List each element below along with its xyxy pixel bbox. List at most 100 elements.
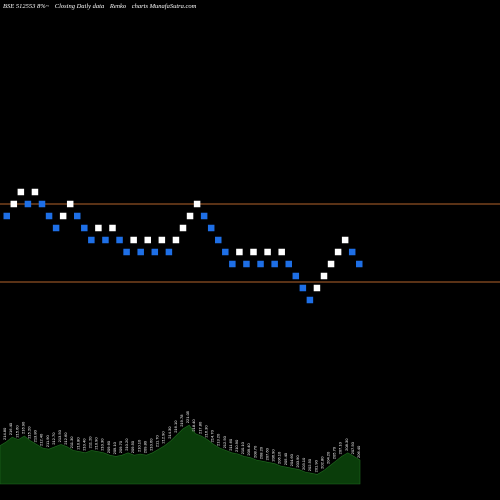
renko-brick [313,284,321,292]
renko-brick [45,212,53,220]
volume-label: 208.20 [258,446,263,459]
volume-label: 207.60 [264,447,269,460]
renko-brick [66,200,74,208]
volume-label: 212.40 [39,433,44,446]
renko-brick [271,260,278,268]
volume-label: 214.30 [167,426,172,439]
volume-label: 211.60 [228,438,233,451]
volume-label: 206.10 [277,451,282,464]
renko-brick [137,248,144,256]
volume-label: 209.80 [142,440,147,453]
volume-label: 212.90 [161,431,166,444]
volume-label: 216.90 [20,421,25,434]
renko-brick [348,248,356,256]
volume-label: 210.10 [240,441,245,454]
volume-label: 210.90 [234,439,239,452]
volume-label: 219.78 [179,414,184,427]
renko-brick [24,200,32,208]
volume-label: 211.20 [88,436,93,449]
renko-brick [200,212,208,220]
renko-brick [229,260,236,268]
volume-label: 216.40 [8,422,13,435]
volume-label: 210.80 [75,437,80,450]
renko-brick [172,236,180,244]
renko-brick [278,248,285,256]
volume-label: 214.80 [2,427,7,440]
renko-brick [158,236,166,244]
volume-label: 212.70 [51,432,56,445]
renko-brick [306,296,314,304]
site-label: charts MunafaSutra.com [131,3,197,10]
renko-brick [320,272,328,280]
volume-label: 215.20 [27,426,32,439]
renko-brick [102,236,109,244]
renko-brick [250,248,257,256]
subtitle-label: Closing Daily data [54,3,105,10]
renko-brick [222,248,229,256]
volume-label: 206.90 [271,449,276,462]
renko-brick [10,200,18,208]
renko-brick [74,212,81,220]
renko-brick [130,236,137,244]
volume-label: 209.50 [130,440,135,453]
renko-brick [95,224,102,232]
volume-label: 210.60 [149,438,154,451]
volume-label: 210.10 [136,439,141,452]
volume-label: 205.70 [332,446,337,459]
renko-brick [3,212,10,220]
volume-label: 210.20 [124,438,129,451]
volume-label: 211.30 [69,436,74,449]
renko-brick [356,260,363,268]
renko-brick [179,224,187,232]
volume-label: 207.50 [350,441,355,454]
volume-label: 218.40 [191,419,196,432]
volume-label: 213.50 [57,429,62,442]
volume-label: 203.10 [301,457,306,470]
renko-brick [215,236,222,244]
volume-area [0,424,361,485]
volume-label: 209.10 [112,441,117,454]
volume-label: 202.50 [307,458,312,471]
renko-brick [165,248,173,256]
volume-label: 208.30 [344,438,349,451]
volume-label: 214.70 [210,429,215,442]
symbol-label: BSE 512553 8%~ [3,3,50,10]
volume-label: 209.60 [106,440,111,453]
volume-label: 212.60 [63,432,68,445]
volume-label: 216.10 [173,420,178,433]
renko-brick [264,248,271,256]
renko-brick [236,248,243,256]
renko-brick [38,200,46,208]
volume-label: 201.90 [313,459,318,472]
renko-brick [109,224,116,232]
volume-label: 202.80 [319,456,324,469]
renko-brick [17,188,25,196]
renko-brick [144,236,151,244]
volume-label: 203.90 [295,455,300,468]
volume-label: 212.50 [222,435,227,448]
volume-label: 210.90 [94,437,99,450]
volume-label: 211.90 [45,434,50,447]
volume-label: 204.60 [289,453,294,466]
volume-label: 209.70 [118,440,123,453]
chart-header: BSE 512553 8%~ Closing Daily data Renko … [3,3,200,10]
volume-label: 208.70 [252,445,257,458]
renko-brick [299,284,307,292]
volume-label: 211.70 [155,434,160,447]
volume-label: 210.40 [81,438,86,451]
renko-brick [186,212,194,220]
volume-label: 210.30 [100,438,105,451]
volume-label: 209.40 [246,443,251,456]
renko-brick [207,224,215,232]
volume-label: 217.80 [197,421,202,434]
volume-label: 216.30 [203,425,208,438]
renko-brick [292,272,300,280]
volume-label: 204.20 [325,451,330,464]
renko-brick [285,260,292,268]
volume-label: 205.40 [283,452,288,465]
volume-label: 207.10 [338,441,343,454]
renko-brick [52,224,60,232]
volume-label: 206.40 [356,445,361,458]
renko-brick [59,212,67,220]
